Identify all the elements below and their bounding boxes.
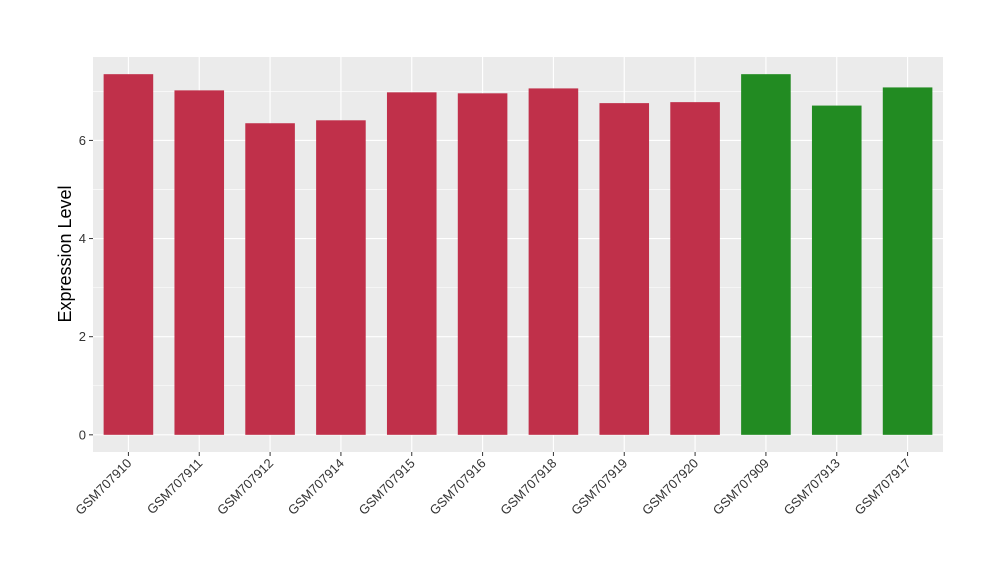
x-tick-label: GSM707920 [639,456,701,518]
x-tick-label: GSM707915 [356,456,418,518]
bar-GSM707919 [599,103,650,435]
y-tick-label: 0 [79,427,86,442]
bar-GSM707909 [741,74,791,435]
x-axis: GSM707910 GSM707911 GSM707912 GSM707914 GSM7… [72,452,914,518]
x-tick-label: GSM707909 [710,456,772,518]
plot-panel [93,57,943,452]
bar-GSM707920 [670,102,720,435]
bar-GSM707912 [245,123,295,435]
x-tick-label: GSM707912 [214,456,276,518]
y-axis-title: Expression Level [55,185,75,322]
bars [103,74,933,435]
x-tick-label: GSM707913 [781,456,843,518]
bar-GSM707910 [103,74,154,435]
x-tick-label: GSM707917 [851,456,913,518]
bar-GSM707914 [316,120,366,435]
bar-GSM707918 [528,88,579,435]
x-tick-label: GSM707911 [144,456,206,518]
y-tick-label: 2 [79,329,86,344]
bar-GSM707915 [386,92,437,435]
bar-GSM707911 [174,90,225,435]
bar-GSM707917 [882,87,933,435]
x-tick-label: GSM707919 [568,456,630,518]
x-tick-label: GSM707914 [285,456,347,518]
bar-GSM707913 [811,105,862,435]
y-tick-label: 6 [79,133,86,148]
x-tick-label: GSM707910 [72,456,134,518]
x-tick-label: GSM707916 [426,456,488,518]
y-tick-label: 4 [79,231,86,246]
x-tick-label: GSM707918 [497,456,559,518]
bar-GSM707916 [457,93,508,435]
y-axis: 0 2 4 6 [79,133,93,442]
